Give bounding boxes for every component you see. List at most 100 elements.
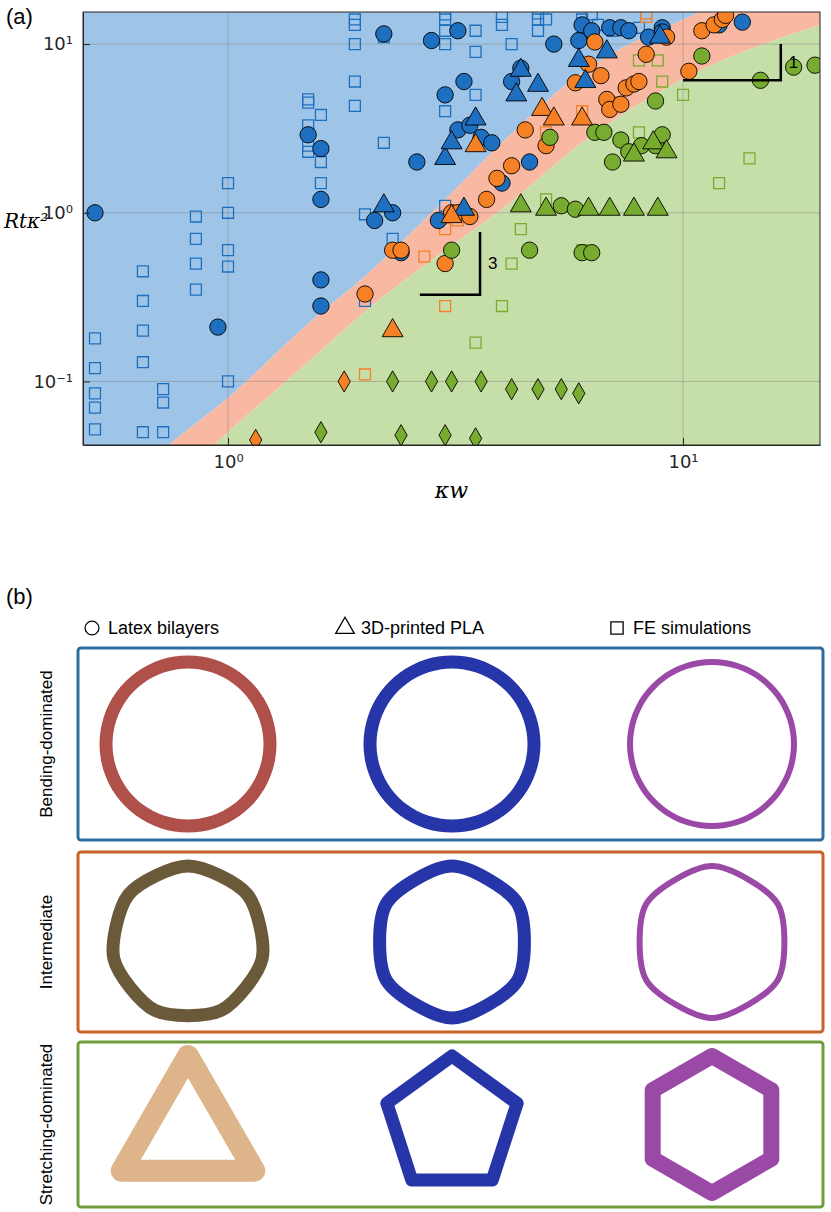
- row: Bending-dominated: [37, 648, 823, 840]
- sample-shape: [387, 1056, 517, 1180]
- point: [440, 25, 451, 36]
- point: [469, 428, 481, 445]
- point: [506, 258, 517, 269]
- row-frame: [78, 1042, 823, 1207]
- point: [223, 178, 234, 189]
- point: [596, 124, 612, 140]
- slope-label: 1: [789, 53, 798, 72]
- point: [656, 140, 677, 158]
- point: [521, 154, 537, 170]
- point: [300, 127, 316, 143]
- x-tick: 10¹: [668, 438, 698, 472]
- series: [373, 25, 670, 215]
- point: [439, 425, 451, 445]
- y-tick-label: 10⁻¹: [33, 371, 73, 392]
- point: [137, 266, 148, 277]
- point: [734, 14, 750, 30]
- point: [496, 301, 507, 312]
- point: [505, 379, 517, 400]
- row-label: Stretching-dominated: [37, 1044, 56, 1206]
- x-tick-mark: [683, 438, 684, 445]
- point: [555, 379, 567, 400]
- series: [315, 371, 585, 445]
- y-tick-mark: [83, 213, 90, 214]
- x-axis-title: κw: [434, 478, 468, 503]
- series: [360, 12, 652, 380]
- row: Intermediate: [37, 852, 823, 1032]
- point: [521, 242, 537, 258]
- legend-label: Latex bilayers: [108, 618, 219, 638]
- point: [470, 89, 481, 100]
- point: [313, 298, 329, 314]
- y-tick-mark: [83, 44, 90, 45]
- y-tick: 10¹: [43, 33, 90, 54]
- grid: [83, 12, 820, 445]
- point: [373, 194, 394, 212]
- point: [376, 26, 392, 42]
- point: [90, 424, 101, 435]
- point: [744, 153, 755, 164]
- point: [517, 122, 533, 138]
- point: [357, 286, 373, 302]
- y-tick: 10⁰: [43, 202, 90, 223]
- point: [681, 63, 697, 79]
- point: [536, 197, 557, 215]
- point: [137, 357, 148, 368]
- point: [633, 127, 644, 138]
- point: [349, 39, 360, 50]
- series: [250, 371, 351, 445]
- slope-guide: [420, 232, 480, 295]
- y-axis-line: [83, 13, 84, 446]
- point: [223, 376, 234, 387]
- point: [443, 242, 459, 258]
- point: [638, 46, 654, 62]
- legend-symbol: [336, 617, 355, 633]
- point: [568, 48, 589, 66]
- series: [382, 97, 592, 336]
- point: [631, 73, 647, 89]
- panel-label: (b): [6, 584, 33, 609]
- point: [470, 46, 481, 57]
- x-axis-line: [84, 445, 821, 446]
- point: [349, 14, 360, 25]
- point: [650, 25, 671, 43]
- point: [503, 158, 519, 174]
- point: [533, 25, 544, 36]
- markers: [87, 12, 820, 445]
- point: [496, 19, 507, 30]
- sample-shape: [122, 1056, 255, 1171]
- point: [587, 34, 603, 50]
- point: [223, 245, 234, 256]
- slope-label: 3: [488, 254, 497, 273]
- point: [303, 94, 314, 105]
- point: [382, 319, 403, 337]
- point: [137, 295, 148, 306]
- point: [541, 14, 552, 25]
- point: [315, 422, 327, 443]
- point: [506, 83, 527, 101]
- point: [393, 242, 409, 258]
- sample-shape: [630, 662, 794, 826]
- point: [190, 233, 201, 244]
- point: [315, 178, 326, 189]
- slope-guide: [683, 44, 781, 80]
- point: [593, 67, 609, 83]
- point: [596, 40, 617, 58]
- point: [440, 39, 451, 50]
- point: [553, 198, 569, 214]
- x-tick-mark: [228, 438, 229, 445]
- point: [366, 212, 382, 228]
- row-label: Bending-dominated: [37, 670, 56, 817]
- point: [510, 194, 531, 212]
- point: [475, 371, 487, 392]
- x-axis: 10⁰10¹: [84, 438, 821, 472]
- point: [647, 197, 668, 215]
- point: [315, 157, 326, 168]
- point: [641, 12, 652, 19]
- point: [546, 36, 562, 52]
- row: Stretching-dominated: [37, 1042, 823, 1207]
- point: [542, 129, 558, 145]
- point: [210, 319, 226, 335]
- series: [90, 12, 668, 438]
- region-intermediate: [83, 12, 820, 445]
